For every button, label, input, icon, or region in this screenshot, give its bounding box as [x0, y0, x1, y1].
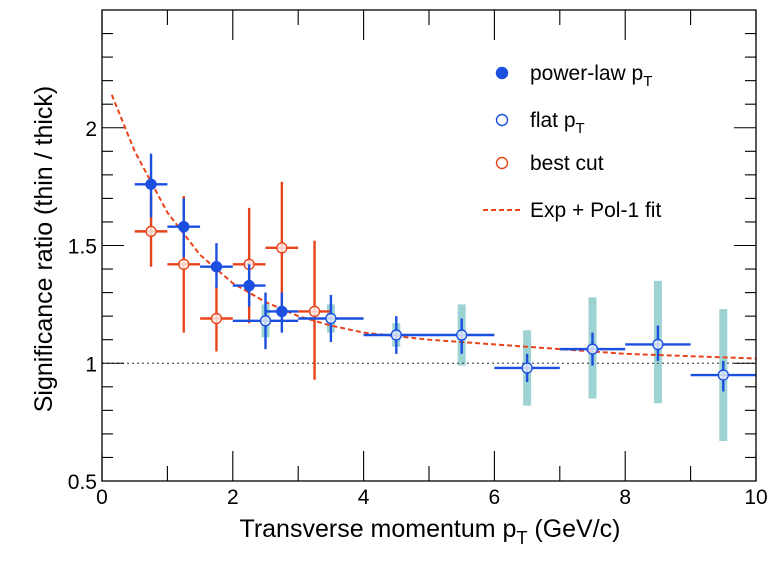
power-law-pt-marker — [145, 178, 157, 190]
x-axis-title-subscript: T — [516, 528, 527, 548]
best-cut-point — [298, 240, 331, 380]
legend-entry: best cut — [495, 152, 604, 175]
flat-pt-point — [625, 325, 691, 361]
power-law-pt-point — [134, 153, 168, 218]
flat-pt-marker — [717, 369, 729, 381]
flat-pt-marker — [521, 362, 533, 374]
legend-entry: Exp + Pol-1 fit — [483, 199, 661, 222]
x-tick-label: 0 — [96, 486, 108, 509]
flat-pt-marker — [390, 329, 402, 341]
flat-pt-marker — [586, 343, 599, 355]
flat-pt-marker — [259, 315, 272, 327]
flat-pt-point — [363, 316, 429, 354]
best-cut-marker — [308, 305, 321, 318]
best-cut-marker — [276, 242, 288, 254]
x-tick-label: 2 — [227, 486, 239, 509]
power-law-pt-marker — [178, 220, 190, 233]
flat-pt-marker — [456, 329, 468, 341]
power-law-pt-marker — [210, 260, 223, 273]
x-tick-label: 4 — [358, 486, 370, 509]
legend-label-subscript: T — [576, 120, 585, 137]
legend-swatch — [495, 66, 509, 80]
flat-pt-marker — [652, 338, 664, 351]
x-axis-title: Transverse momentum pT (GeV/c) — [239, 515, 620, 548]
x-axis-title-units: (GeV/c) — [527, 515, 620, 543]
power-law-pt-point — [265, 292, 299, 333]
best-cut-point — [200, 285, 233, 352]
power-law-pt-point — [167, 198, 201, 258]
axes: 0 2 4 6 8 10 0.5 1 1.5 2 — [68, 9, 768, 509]
legend-label-main: flat p — [530, 109, 576, 132]
x-axis-title-main: Transverse momentum p — [239, 515, 516, 543]
y-tick-label: 1.5 — [68, 236, 97, 259]
legend-label: power-law pT — [530, 62, 652, 90]
legend-label: Exp + Pol-1 fit — [530, 199, 661, 222]
flat-pt-point — [690, 360, 756, 392]
legend-label: flat pT — [530, 109, 585, 137]
power-law-pt-marker — [276, 305, 288, 318]
legend-label-subscript: T — [643, 73, 652, 90]
flat-pt-marker — [325, 312, 337, 325]
x-tick-label: 10 — [744, 486, 767, 509]
y-tick-label: 0.5 — [68, 471, 97, 494]
flat-pt-point — [232, 292, 299, 350]
flat-pt-point — [494, 353, 560, 383]
legend-entry: flat pT — [495, 109, 585, 137]
y-axis-title: Significance ratio (thin / thick) — [30, 86, 58, 413]
data-points — [134, 153, 756, 392]
flat-pt-point — [298, 294, 364, 343]
legend-swatch — [495, 113, 509, 127]
power-law-pt-point — [232, 264, 266, 307]
best-cut-point — [265, 181, 299, 314]
x-tick-label: 6 — [489, 486, 501, 509]
legend-label-main: Exp + Pol-1 fit — [530, 199, 661, 222]
best-cut-marker — [145, 225, 157, 238]
x-tick-label: 8 — [619, 486, 631, 509]
legend-label-main: power-law p — [530, 62, 643, 85]
best-cut-marker — [210, 312, 223, 325]
best-cut-marker — [178, 258, 190, 271]
flat-pt-point — [429, 318, 495, 354]
y-tick-label: 2 — [85, 118, 97, 141]
flat-pt-point — [559, 332, 626, 366]
power-law-pt-point — [200, 243, 233, 288]
legend-label-main: best cut — [530, 152, 604, 175]
legend-entry: power-law pT — [495, 62, 652, 90]
y-tick-label: 1 — [85, 353, 97, 376]
legend-swatch — [495, 156, 509, 170]
power-law-pt-marker — [243, 279, 255, 292]
legend-label: best cut — [530, 152, 604, 175]
